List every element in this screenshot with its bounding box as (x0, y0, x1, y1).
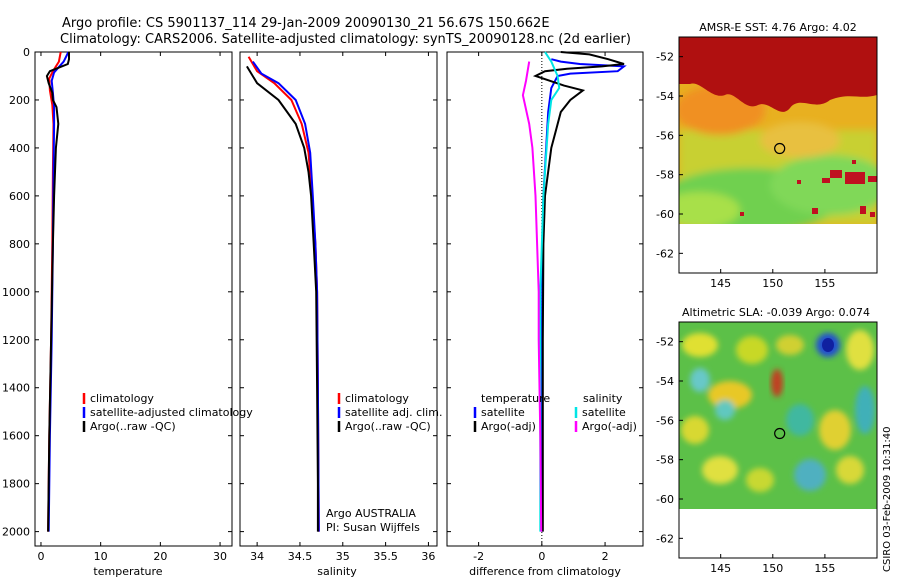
temperature-legend-2-label: Argo(..raw -QC) (90, 420, 176, 433)
sst-y-tick-label: -62 (656, 247, 674, 260)
sla-y-tick-label: -52 (656, 336, 674, 349)
sst-x-tick-label: 155 (814, 277, 835, 290)
salinity-x-tick-label: 35 (336, 550, 350, 563)
sst-y-tick-label: -52 (656, 51, 674, 64)
annotation-pi-name: PI: Susan Wijffels (326, 521, 420, 534)
difference-series-temperature-argo-adj (532, 51, 625, 532)
difference-axes-frame (446, 51, 644, 547)
depth-y-tick-label: 0 (23, 46, 30, 59)
depth-y-tick-label: 2000 (2, 526, 30, 539)
sst-y-tick-label: -56 (656, 129, 674, 142)
temperature-axes-frame (34, 51, 233, 547)
salinity-profile-panel: salinity Argo AUSTRALIA PI: Susan Wijffe… (239, 51, 442, 578)
sla-y-tick-label: -56 (656, 414, 674, 427)
salinity-x-axis-label: salinity (317, 565, 357, 578)
temperature-legend-0-label: climatology (90, 392, 154, 405)
sla-map: Altimetric SLA: -0.039 Argo: 0.074 (656, 306, 878, 575)
sst-argo-location-marker (774, 142, 786, 155)
depth-y-tick-label: 1400 (2, 382, 30, 395)
temperature-series-argo-raw-qc (45, 52, 70, 532)
depth-y-tick-label: 200 (9, 94, 30, 107)
salinity-series-climatology (247, 56, 320, 532)
annotation-argo-australia: Argo AUSTRALIA (326, 507, 416, 520)
difference-series-temperature-satellite (540, 58, 627, 532)
depth-y-tick-label: 1800 (2, 478, 30, 491)
salinity-x-tick-label: 36 (421, 550, 435, 563)
sla-map-frame (678, 321, 878, 559)
difference-profile-panel: difference from climatology -2 0 2 temperat… (446, 51, 644, 578)
depth-y-tick-label: 1000 (2, 286, 30, 299)
depth-y-tick-label: 400 (9, 142, 30, 155)
sla-argo-location-marker (774, 427, 786, 440)
difference-x-tick-label: 2 (602, 550, 609, 563)
diff-legend-temp-argo-label: Argo(-adj) (481, 420, 536, 433)
sst-y-tick-label: -58 (656, 169, 674, 182)
diff-legend-temperature-heading: temperature (481, 392, 550, 405)
sla-x-tick-label: 155 (814, 562, 835, 575)
difference-x-axis-label: difference from climatology (469, 565, 621, 578)
difference-x-tick-label: -2 (473, 550, 484, 563)
sst-y-tick-label: -60 (656, 208, 674, 221)
temperature-x-tick-label: 20 (153, 550, 167, 563)
sst-map-title: AMSR-E SST: 4.76 Argo: 4.02 (699, 21, 857, 34)
temperature-x-tick-label: 0 (37, 550, 44, 563)
sst-map-frame (678, 36, 878, 274)
sla-y-tick-label: -62 (656, 532, 674, 545)
sst-map-field (679, 37, 877, 224)
sla-y-tick-label: -60 (656, 493, 674, 506)
sla-x-tick-label: 145 (710, 562, 731, 575)
sla-y-tick-label: -54 (656, 375, 674, 388)
sst-x-tick-label: 150 (762, 277, 783, 290)
sla-x-tick-label: 150 (762, 562, 783, 575)
sst-x-tick-label: 145 (710, 277, 731, 290)
diff-legend-temp-satellite-label: satellite (481, 406, 525, 419)
header-line-1: Argo profile: CS 5901137_114 29-Jan-2009… (62, 16, 550, 31)
difference-x-tick-label: 0 (538, 550, 545, 563)
difference-series-salinity-argo-adj (521, 61, 543, 532)
temperature-x-axis-label: temperature (93, 565, 162, 578)
salinity-axes-frame (239, 51, 438, 547)
temperature-x-tick-label: 10 (94, 550, 108, 563)
sla-map-title: Altimetric SLA: -0.039 Argo: 0.074 (682, 306, 870, 319)
salinity-legend-1-label: satellite adj. clim. (345, 406, 442, 419)
salinity-x-tick-label: 34.5 (288, 550, 313, 563)
temperature-legend-1-label: satellite-adjusted climatology (90, 406, 253, 419)
depth-y-tick-label: 800 (9, 238, 30, 251)
sst-map: AMSR-E SST: 4.76 Argo: 4.02 145 150 155 (656, 21, 878, 290)
salinity-x-tick-label: 35.5 (373, 550, 398, 563)
salinity-series-argo-raw-qc (246, 65, 319, 532)
salinity-legend-2-label: Argo(..raw -QC) (345, 420, 431, 433)
sla-y-tick-label: -58 (656, 454, 674, 467)
diff-legend-sal-argo-label: Argo(-adj) (582, 420, 637, 433)
temperature-x-tick-label: 30 (213, 550, 227, 563)
salinity-legend-0-label: climatology (345, 392, 409, 405)
sla-map-field (679, 322, 877, 509)
depth-y-tick-label: 1200 (2, 334, 30, 347)
diff-legend-salinity-heading: salinity (583, 392, 623, 405)
diff-legend-sal-satellite-label: satellite (582, 406, 626, 419)
sst-y-tick-label: -54 (656, 90, 674, 103)
credit-timestamp: CSIRO 03-Feb-2009 10:31:40 (882, 427, 893, 572)
header-line-2: Climatology: CARS2006. Satellite-adjuste… (60, 32, 631, 47)
difference-series-salinity-satellite (539, 51, 561, 532)
salinity-series-satellite-adj-clim (251, 61, 320, 532)
salinity-x-tick-label: 34 (250, 550, 264, 563)
temperature-profile-panel: temperature 0 10 20 30 0 200 400 600 800 1000 1200… (2, 46, 253, 578)
depth-y-tick-label: 600 (9, 190, 30, 203)
depth-y-tick-label: 1600 (2, 430, 30, 443)
